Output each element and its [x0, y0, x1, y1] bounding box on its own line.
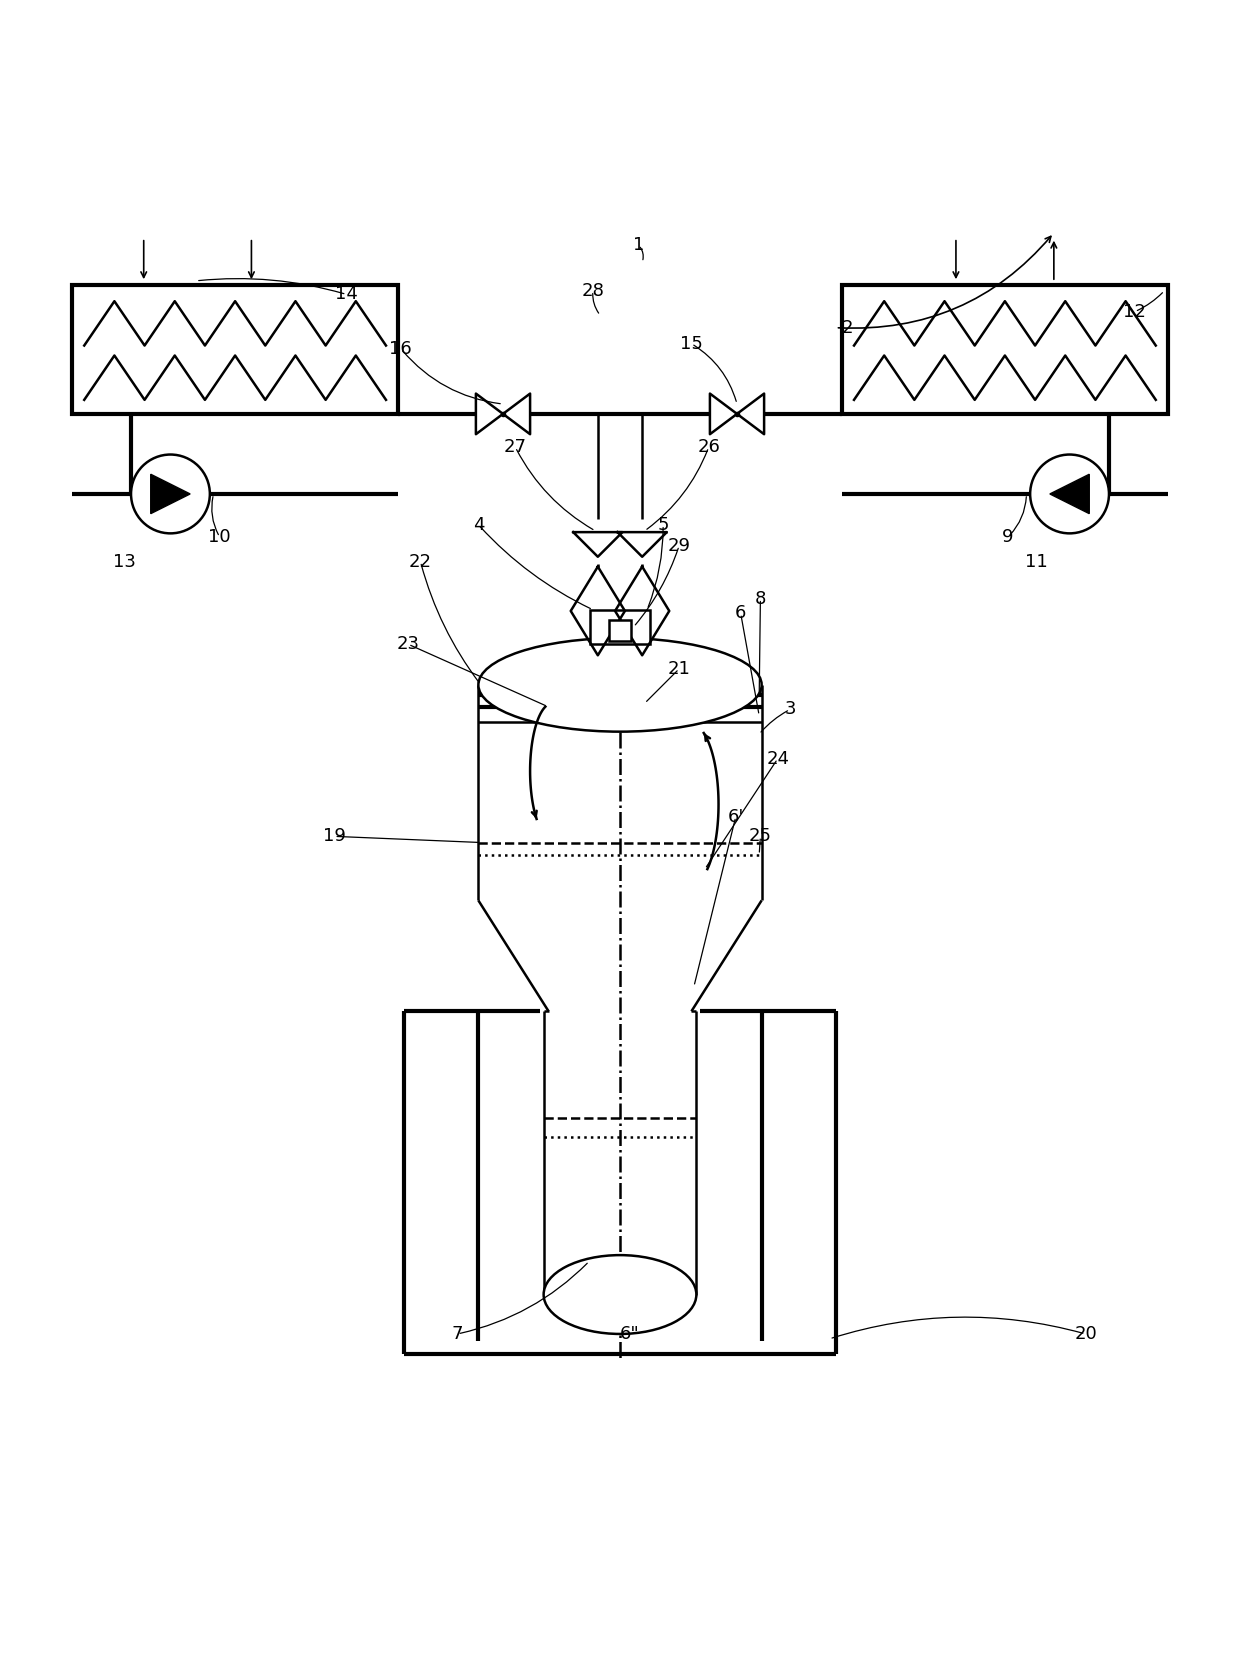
- Text: 12: 12: [1123, 302, 1146, 321]
- Text: 6': 6': [728, 808, 744, 825]
- Text: 26: 26: [697, 438, 720, 456]
- Text: 19: 19: [322, 828, 346, 845]
- Bar: [72, 284, 398, 413]
- Text: 28: 28: [582, 281, 604, 299]
- Text: 11: 11: [1025, 552, 1048, 570]
- Text: 3: 3: [784, 701, 796, 719]
- Text: 29: 29: [667, 537, 691, 555]
- Polygon shape: [618, 532, 667, 557]
- Ellipse shape: [479, 638, 761, 732]
- Text: 16: 16: [389, 339, 412, 357]
- Circle shape: [131, 455, 210, 534]
- Polygon shape: [151, 474, 190, 514]
- Text: 24: 24: [766, 750, 789, 767]
- Text: 1: 1: [632, 236, 644, 255]
- Text: 2: 2: [842, 319, 853, 337]
- Polygon shape: [1050, 474, 1089, 514]
- Polygon shape: [573, 532, 622, 557]
- Text: 20: 20: [1074, 1326, 1097, 1342]
- Text: 25: 25: [749, 828, 773, 845]
- Text: 7: 7: [451, 1326, 464, 1342]
- Text: 6: 6: [735, 605, 746, 623]
- Text: 15: 15: [680, 334, 703, 352]
- Text: 27: 27: [503, 438, 527, 456]
- Text: 13: 13: [113, 552, 136, 570]
- Polygon shape: [615, 567, 670, 655]
- Text: 21: 21: [667, 660, 691, 678]
- Text: 10: 10: [208, 527, 231, 545]
- Text: 4: 4: [472, 516, 484, 534]
- Bar: [609, 620, 631, 641]
- Polygon shape: [570, 567, 625, 655]
- Text: 8: 8: [755, 590, 766, 608]
- Text: 22: 22: [409, 552, 432, 570]
- Ellipse shape: [543, 1255, 697, 1334]
- Bar: [590, 610, 650, 645]
- Text: 6": 6": [620, 1326, 640, 1342]
- Bar: [842, 284, 1168, 413]
- Text: 14: 14: [335, 286, 358, 304]
- Text: 9: 9: [1002, 527, 1014, 545]
- Circle shape: [1030, 455, 1109, 534]
- Text: 23: 23: [397, 635, 419, 653]
- Text: 5: 5: [657, 516, 668, 534]
